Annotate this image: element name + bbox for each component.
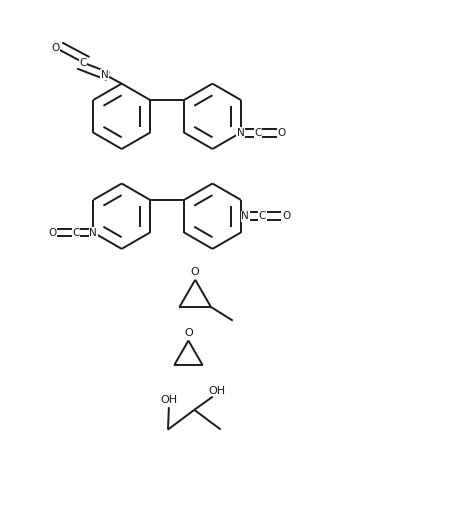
Text: C: C bbox=[259, 211, 266, 221]
Text: N: N bbox=[237, 128, 245, 138]
Text: N: N bbox=[100, 70, 109, 79]
Text: O: O bbox=[277, 128, 286, 138]
Text: N: N bbox=[241, 211, 249, 221]
Text: O: O bbox=[184, 328, 193, 338]
Text: O: O bbox=[49, 228, 57, 237]
Text: OH: OH bbox=[209, 386, 226, 396]
Text: O: O bbox=[282, 211, 290, 221]
Text: C: C bbox=[73, 228, 80, 237]
Text: C: C bbox=[79, 58, 87, 68]
Text: O: O bbox=[52, 43, 60, 53]
Text: C: C bbox=[254, 128, 262, 138]
Text: N: N bbox=[89, 228, 97, 237]
Text: O: O bbox=[191, 267, 200, 277]
Text: OH: OH bbox=[160, 395, 178, 405]
